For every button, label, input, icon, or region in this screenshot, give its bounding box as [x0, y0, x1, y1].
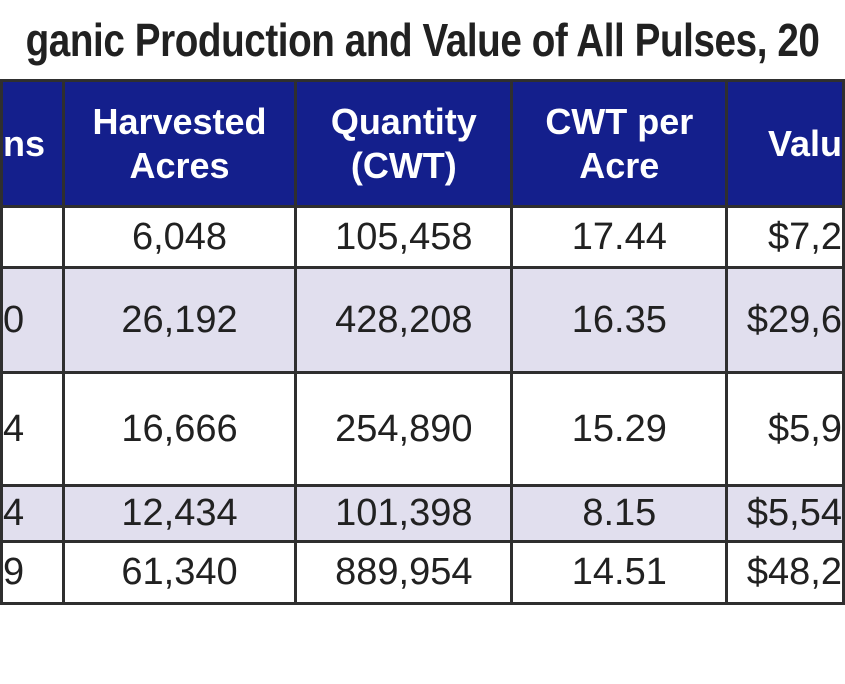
table-header-row: ns Harvested Acres Quantity (CWT) CWT pe…: [0, 79, 845, 208]
table-cell-value-cropped: $48,2: [725, 540, 845, 605]
table-cell-harvested-acres: 16,666: [61, 371, 298, 487]
table-cell-cwt-per-acre: 17.44: [510, 205, 729, 269]
table-row: 6,048 105,458 17.44 $7,2: [0, 205, 845, 269]
table-cell-cropped-left: 4: [0, 484, 65, 543]
pulses-table: ns Harvested Acres Quantity (CWT) CWT pe…: [0, 79, 845, 605]
table-header: ns Harvested Acres Quantity (CWT) CWT pe…: [0, 79, 845, 208]
table-cell-value-cropped: $5,9: [725, 371, 845, 487]
table-body: 6,048 105,458 17.44 $7,2 0 26,192 428,20…: [0, 205, 845, 605]
col-header-quantity-cwt: Quantity (CWT): [294, 79, 514, 208]
col-header-value-cropped: Valu: [725, 79, 845, 208]
page-title: ganic Production and Value of All Pulses…: [0, 0, 845, 79]
table-cell-cwt-per-acre: 16.35: [510, 266, 729, 374]
table-row: 0 26,192 428,208 16.35 $29,6: [0, 266, 845, 374]
table-cell-cwt-per-acre: 8.15: [510, 484, 729, 543]
table-cell-cwt-per-acre: 14.51: [510, 540, 729, 605]
table-cell-quantity: 101,398: [294, 484, 514, 543]
table-cell-harvested-acres: 61,340: [61, 540, 298, 605]
table-cell-value-cropped: $29,6: [725, 266, 845, 374]
table-cell-harvested-acres: 26,192: [61, 266, 298, 374]
col-header-cwt-per-acre: CWT per Acre: [510, 79, 729, 208]
table-cell-cropped-left: 0: [0, 266, 65, 374]
table-row: 9 61,340 889,954 14.51 $48,2: [0, 540, 845, 605]
table-cell-harvested-acres: 12,434: [61, 484, 298, 543]
table-cell-quantity: 254,890: [294, 371, 514, 487]
table-cell-cropped-left: 4: [0, 371, 65, 487]
table-row: 4 16,666 254,890 15.29 $5,9: [0, 371, 845, 487]
table-cell-quantity: 889,954: [294, 540, 514, 605]
table-cell-cropped-left: [0, 205, 65, 269]
col-header-cropped-left: ns: [0, 79, 65, 208]
table-cell-quantity: 105,458: [294, 205, 514, 269]
table-row: 4 12,434 101,398 8.15 $5,54: [0, 484, 845, 543]
table-cell-harvested-acres: 6,048: [61, 205, 298, 269]
table-cell-value-cropped: $7,2: [725, 205, 845, 269]
col-header-harvested-acres: Harvested Acres: [61, 79, 298, 208]
page-title-text: ganic Production and Value of All Pulses…: [25, 13, 820, 66]
table-cell-cwt-per-acre: 15.29: [510, 371, 729, 487]
table-cell-quantity: 428,208: [294, 266, 514, 374]
table-cell-cropped-left: 9: [0, 540, 65, 605]
table-cell-value-cropped: $5,54: [725, 484, 845, 543]
